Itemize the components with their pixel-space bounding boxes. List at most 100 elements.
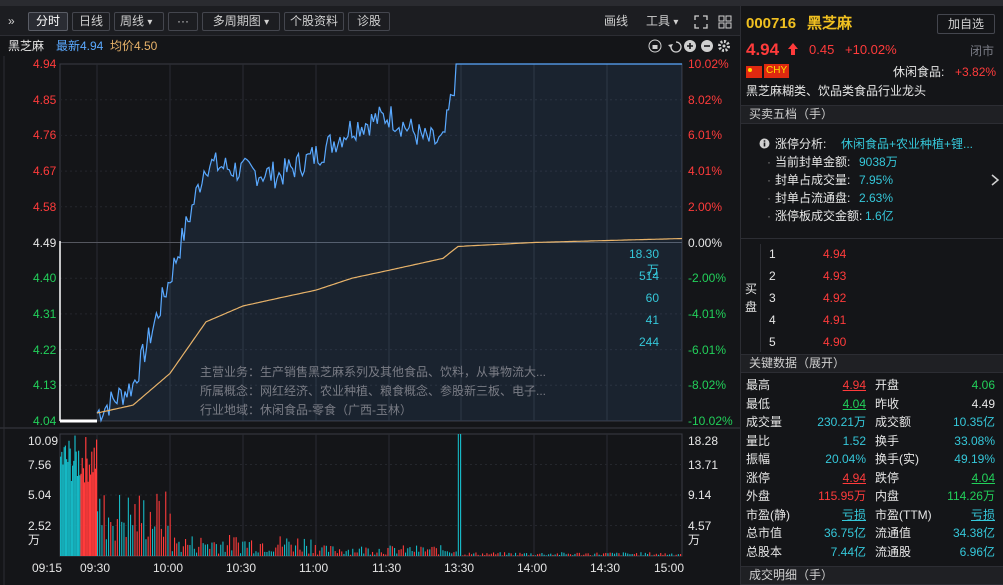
tab-intraday[interactable]: 分时 [28,12,68,31]
volume-bar [160,528,162,556]
diagnose-button[interactable]: 诊股 [348,12,390,31]
volume-bar [171,551,173,556]
key-data-header[interactable]: 关键数据（展开） [741,354,1003,373]
volume-bar [112,525,114,556]
time-tick-label: 13:30 [444,561,475,575]
multi-period-button[interactable]: 多周期图 ▾ [202,12,280,31]
volume-bar [123,522,125,556]
lock-icon[interactable] [648,39,662,53]
tab-weekly[interactable]: 周线 ▾ [114,12,164,31]
volume-bar [475,552,477,556]
volume-bar [279,536,281,556]
key-value[interactable]: 4.94 [842,470,866,485]
chevron-right-icon[interactable] [990,174,1000,186]
volume-bar [80,473,82,556]
volume-bar [411,551,413,556]
draw-line-button[interactable]: 画线 [604,14,629,28]
pct-tick-label: 0.00% [688,235,723,250]
volume-bar [268,550,270,556]
volume-bar [251,540,253,556]
key-value: 4.06 [971,378,995,392]
price-tick-label: 4.31 [33,306,57,321]
volume-bar [658,554,660,556]
fullscreen-icon[interactable] [694,15,708,29]
buy-volume: 18.30万 [628,247,659,277]
price-series-line[interactable] [96,63,682,423]
volume-bar [389,545,391,556]
volume-bar [264,551,266,556]
key-value[interactable]: 亏损 [841,507,866,522]
key-value[interactable]: 亏损 [970,507,995,522]
volume-bar [409,547,411,556]
volume-bar [457,434,459,556]
volume-bar [462,555,464,556]
limit-up-analysis-value[interactable]: 休闲食品+农业种植+锂... [841,137,974,151]
grid-layout-icon[interactable] [718,15,732,29]
buy-price: 4.91 [823,313,847,327]
key-value[interactable]: 4.04 [971,470,995,485]
volume-bar [532,555,534,556]
volume-bar [163,536,165,556]
add-watchlist-button[interactable]: 加自选 [937,14,995,34]
tab-daily[interactable]: 日线 [72,12,110,31]
intraday-chart[interactable]: 4.94 4.85 4.76 4.67 4.58 4.49 4.40 4.31 4.22 4.13… [0,56,740,585]
price-tick-label: 4.85 [33,92,57,107]
more-button[interactable]: ··· [168,12,198,31]
avg-series-line[interactable] [96,237,683,414]
volume-bar [552,554,554,556]
volume-bar [262,543,264,556]
key-value[interactable]: 4.04 [842,396,866,411]
zoom-out-icon[interactable] [701,40,713,52]
volume-bar [295,545,297,556]
price-tick-label: 4.58 [33,199,57,214]
undo-icon[interactable] [668,41,682,53]
chart-canvas[interactable] [0,56,740,585]
volume-bar [541,552,543,556]
industry-label[interactable]: 休闲食品: [893,65,945,79]
gear-icon[interactable] [718,40,730,52]
volume-bar [132,525,134,556]
company-desc: 黑芝麻糊类、饮品类食品行业龙头 [746,84,927,98]
price-tick-label: 4.49 [33,235,57,250]
volume-bar [281,546,283,556]
volume-bar [332,546,334,556]
volume-bar [270,551,272,556]
divider [741,238,1003,239]
zoom-in-icon[interactable] [684,40,696,52]
volume-bar [68,440,70,556]
key-label: 总股本 [746,544,783,559]
order-book-header[interactable]: 买卖五档（手） [741,105,1003,124]
volume-bar [581,555,583,556]
buy-volume: 244 [638,335,659,349]
volume-bar [81,457,83,556]
china-flag-icon [746,66,762,78]
tools-button[interactable]: 工具 ▾ [646,13,678,31]
key-value: 1.52 [842,433,866,448]
volume-bar [134,504,136,556]
volume-bar [235,537,237,556]
key-value[interactable]: 4.94 [842,378,866,392]
volume-bar [460,434,462,556]
volume-bar [666,554,668,556]
volume-bar [64,445,66,556]
time-tick-label: 14:00 [517,561,548,575]
key-label: 跌停 [875,470,900,485]
volume-bar [215,544,217,556]
pct-tick-label: -10.02% [688,414,733,428]
volume-bar [662,554,664,556]
volume-bar [165,491,167,556]
volume-bar [237,542,239,556]
expand-icon[interactable]: » [8,14,15,28]
volume-bar [512,555,514,556]
volume-bar [477,554,479,556]
trades-header[interactable]: 成交明细（手） [741,566,1003,585]
volume-bar [180,551,182,556]
volume-bar [482,553,484,556]
volume-bar [609,552,611,556]
volume-bar [543,554,545,556]
volume-bar [435,548,437,556]
volume-bar [354,552,356,556]
bullet-dot: · [767,191,771,205]
volume-bar [468,552,470,556]
profile-button[interactable]: 个股资料 [284,12,344,31]
